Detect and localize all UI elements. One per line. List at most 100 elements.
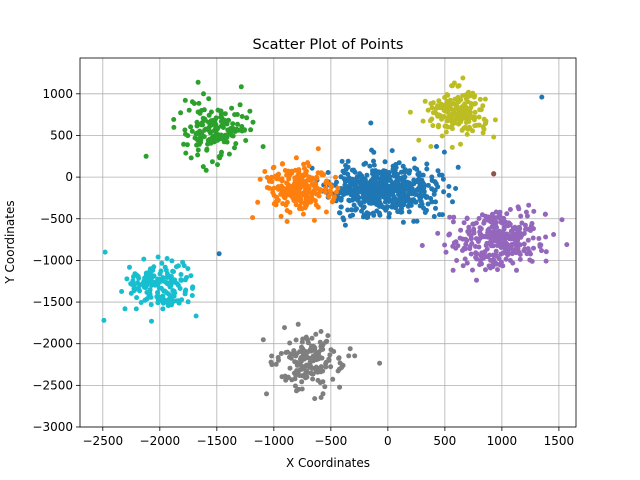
data-point (425, 182, 431, 188)
data-point (436, 112, 442, 118)
data-point (493, 248, 499, 254)
data-point (525, 237, 531, 243)
data-point (328, 347, 334, 353)
data-point (133, 306, 139, 312)
data-point (397, 202, 403, 208)
y-tick-label: −2000 (32, 337, 73, 351)
data-point (291, 351, 297, 357)
data-point (338, 204, 344, 210)
data-point (382, 170, 388, 176)
data-point (180, 259, 186, 265)
data-point (503, 240, 509, 246)
data-point (347, 198, 353, 204)
data-point (164, 256, 170, 261)
data-point (238, 84, 244, 90)
data-point (320, 391, 326, 397)
data-point (510, 260, 516, 266)
data-point (455, 115, 461, 121)
data-point (342, 222, 348, 228)
data-point (207, 128, 213, 134)
data-point (517, 256, 523, 262)
data-point (491, 171, 497, 177)
data-point (539, 94, 545, 100)
data-point (309, 182, 315, 187)
data-point (471, 101, 477, 107)
data-point (313, 202, 319, 208)
series-cluster (171, 79, 266, 173)
data-point (318, 347, 324, 353)
data-point (299, 344, 304, 350)
data-point (404, 197, 410, 203)
axis-ticks: −2500 −2000 −1500 −1000 −500 0 500 1000 1500 −300… (32, 87, 574, 448)
data-point (349, 207, 355, 213)
data-point (318, 187, 324, 193)
data-point (296, 386, 302, 392)
data-point (122, 306, 128, 312)
data-point (471, 221, 477, 227)
data-point (458, 119, 464, 125)
y-tick-label: 0 (65, 170, 73, 184)
data-point (171, 117, 177, 122)
data-point (350, 177, 356, 183)
data-point (472, 109, 478, 115)
data-point (433, 205, 438, 211)
data-point (303, 372, 309, 377)
data-point (323, 180, 329, 186)
data-point (488, 229, 494, 235)
data-point (278, 213, 284, 219)
data-point (493, 209, 499, 215)
data-point (484, 246, 490, 252)
data-point (222, 118, 228, 124)
data-point (273, 361, 279, 367)
data-point (260, 337, 266, 343)
data-point (521, 231, 527, 236)
data-point (137, 288, 143, 294)
data-point (464, 117, 470, 123)
data-point (490, 224, 496, 230)
data-point (264, 185, 270, 190)
data-point (347, 346, 353, 352)
data-point (424, 161, 430, 167)
data-point (162, 264, 168, 270)
data-point (292, 383, 298, 389)
data-point (213, 125, 219, 131)
data-point (155, 254, 161, 260)
data-point (142, 297, 148, 303)
x-axis-label: X Coordinates (286, 456, 370, 470)
data-point (439, 212, 445, 218)
data-point (310, 376, 316, 382)
data-point (358, 175, 364, 181)
data-point (282, 168, 288, 173)
data-point (233, 141, 239, 147)
data-point (492, 117, 498, 123)
data-point (522, 222, 528, 228)
data-point (386, 211, 392, 217)
data-point (395, 177, 401, 183)
data-point (464, 260, 470, 266)
data-point (289, 170, 295, 176)
data-point (282, 325, 287, 331)
data-point (279, 176, 285, 182)
data-point (305, 337, 310, 343)
data-point (377, 360, 383, 366)
data-point (486, 252, 492, 258)
data-point (473, 236, 479, 242)
data-point (447, 214, 453, 220)
data-point (206, 119, 212, 125)
y-tick-label: 1000 (42, 87, 73, 101)
data-point (526, 202, 532, 208)
data-point (293, 337, 299, 343)
data-point (460, 75, 466, 81)
data-point (335, 185, 341, 191)
data-point (468, 251, 474, 257)
data-point (275, 175, 281, 181)
data-point (406, 209, 412, 215)
data-point (284, 219, 290, 224)
data-point (305, 160, 311, 166)
data-point (495, 236, 501, 242)
series-cluster (419, 202, 570, 283)
data-point (294, 368, 300, 374)
data-point (315, 170, 321, 176)
data-point (229, 133, 235, 138)
data-point (500, 235, 506, 241)
